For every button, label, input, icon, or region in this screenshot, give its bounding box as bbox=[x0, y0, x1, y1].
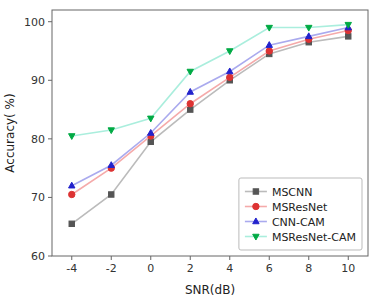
series-marker bbox=[69, 134, 75, 140]
y-tick-label: 60 bbox=[31, 250, 45, 263]
legend-label: MSCNN bbox=[272, 186, 313, 199]
y-axis-label: Accuracy( %) bbox=[3, 93, 17, 172]
series-line bbox=[72, 28, 349, 186]
x-tick-label: 6 bbox=[266, 262, 273, 275]
series-marker bbox=[69, 191, 75, 197]
series-marker bbox=[266, 42, 272, 48]
legend-marker bbox=[253, 234, 259, 240]
y-tick-label: 90 bbox=[31, 74, 45, 87]
series-marker bbox=[148, 116, 154, 122]
legend-label: MSResNet bbox=[272, 201, 328, 214]
x-tick-label: -2 bbox=[106, 262, 117, 275]
series-marker bbox=[187, 88, 193, 94]
series-marker bbox=[148, 139, 153, 144]
y-tick bbox=[48, 197, 52, 198]
series-marker bbox=[69, 182, 75, 188]
y-tick bbox=[48, 80, 52, 81]
series-marker bbox=[108, 162, 114, 168]
x-tick-label: 10 bbox=[341, 262, 355, 275]
series-marker bbox=[306, 25, 312, 31]
x-tick-label: 0 bbox=[147, 262, 154, 275]
x-tick bbox=[111, 256, 112, 260]
series-marker bbox=[187, 69, 193, 75]
x-tick bbox=[71, 256, 72, 260]
x-tick bbox=[269, 256, 270, 260]
series-marker bbox=[266, 25, 272, 31]
series-line bbox=[72, 31, 349, 195]
x-tick-label: 4 bbox=[226, 262, 233, 275]
series-marker bbox=[346, 34, 351, 39]
legend-box bbox=[239, 178, 362, 250]
legend-label: CNN-CAM bbox=[272, 216, 325, 229]
x-tick-label: 8 bbox=[305, 262, 312, 275]
x-tick-label: -4 bbox=[66, 262, 77, 275]
y-tick-label: 80 bbox=[31, 133, 45, 146]
y-tick bbox=[48, 138, 52, 139]
series-marker bbox=[69, 221, 74, 226]
x-tick bbox=[229, 256, 230, 260]
series-line bbox=[72, 36, 349, 223]
y-tick-label: 70 bbox=[31, 191, 45, 204]
y-tick bbox=[48, 256, 52, 257]
series-marker bbox=[227, 49, 233, 55]
series-marker bbox=[188, 107, 193, 112]
series-marker bbox=[306, 33, 312, 39]
series-marker bbox=[187, 101, 193, 107]
x-tick bbox=[308, 256, 309, 260]
series-marker bbox=[227, 68, 233, 74]
series-line bbox=[72, 25, 349, 136]
series-marker bbox=[227, 74, 233, 80]
plot-data bbox=[69, 22, 352, 226]
x-tick bbox=[150, 256, 151, 260]
x-tick bbox=[190, 256, 191, 260]
chart: 60 70 80 90 100 -4 -2 0 2 4 6 8 10 SNR(dB) Accuracy( %… bbox=[0, 0, 378, 300]
legend-marker bbox=[253, 218, 259, 224]
y-tick bbox=[48, 21, 52, 22]
x-tick-label: 2 bbox=[187, 262, 194, 275]
legend-marker bbox=[253, 203, 259, 209]
series-marker bbox=[148, 129, 154, 135]
legend-label: MSResNet-CAM bbox=[272, 231, 356, 244]
x-tick bbox=[348, 256, 349, 260]
x-axis-label: SNR(dB) bbox=[185, 283, 235, 297]
series-marker bbox=[266, 48, 272, 54]
series-marker bbox=[109, 192, 114, 197]
y-tick-label: 100 bbox=[24, 16, 45, 29]
series-marker bbox=[108, 128, 114, 134]
series-marker bbox=[345, 22, 351, 28]
legend: MSCNN MSResNet CNN-CAM MSResNet-CAM bbox=[239, 178, 362, 250]
plot-frame bbox=[52, 10, 368, 256]
legend-marker bbox=[253, 189, 258, 194]
